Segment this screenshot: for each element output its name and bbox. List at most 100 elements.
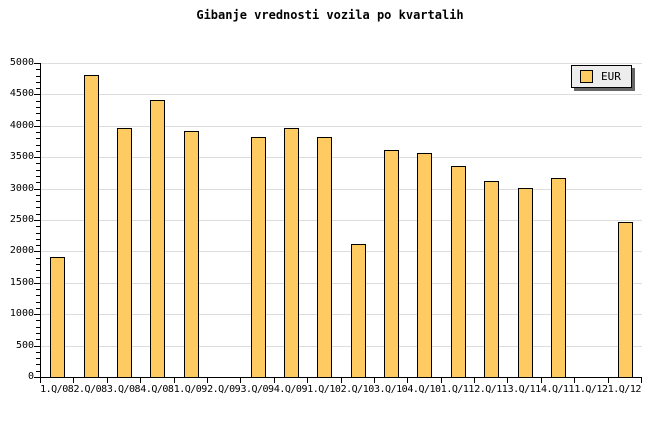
x-axis-tick: [140, 378, 142, 383]
y-axis-tick-label: 1500: [9, 276, 34, 288]
y-axis-minor-tick: [36, 106, 40, 108]
x-axis-tick: [307, 378, 309, 383]
x-axis-tick: [173, 378, 175, 383]
x-axis-tick-label: 3.Q/09: [240, 384, 274, 395]
x-axis-tick: [373, 378, 375, 383]
gridline: [41, 251, 642, 253]
x-axis-tick-label: 1.Q/12: [607, 384, 642, 395]
x-axis-tick-label: 1.Q/09: [173, 384, 208, 395]
y-axis-major-tick: [34, 125, 40, 127]
y-axis-minor-tick: [36, 138, 40, 140]
y-axis-major-tick: [34, 345, 40, 347]
x-axis-tick-label: 3.Q/11: [507, 384, 542, 395]
y-axis-major-tick: [34, 377, 40, 378]
x-axis-tick-label: 4.Q/08: [140, 384, 174, 395]
y-axis-major-tick: [34, 314, 40, 316]
bar: [116, 127, 132, 377]
x-axis-tick: [106, 378, 108, 383]
gridline: [41, 125, 642, 127]
y-axis-minor-tick: [36, 226, 40, 228]
y-axis-minor-tick: [36, 257, 40, 259]
bar: [450, 165, 466, 377]
y-axis-minor-tick: [36, 326, 40, 328]
y-axis-minor-tick: [36, 100, 40, 102]
y-axis-minor-tick: [36, 119, 40, 121]
x-axis-tick-label: 1.Q/10: [307, 384, 341, 395]
y-axis-major-tick: [34, 251, 40, 253]
bar: [183, 131, 199, 377]
x-axis-tick: [507, 378, 509, 383]
y-axis-minor-tick: [36, 207, 40, 209]
x-axis-tick: [574, 378, 576, 383]
gridline: [41, 94, 642, 96]
gridline: [41, 282, 642, 284]
y-axis-minor-tick: [36, 270, 40, 272]
y-axis-minor-tick: [36, 194, 40, 196]
y-axis-minor-tick: [36, 69, 40, 71]
y-axis-minor-tick: [36, 176, 40, 178]
y-axis-tick-label: 3000: [9, 182, 34, 194]
y-axis-tick-label: 2500: [9, 214, 34, 225]
y-axis-minor-tick: [36, 88, 40, 90]
x-axis-tick-label: 1.Q/08: [40, 384, 74, 395]
y-axis-minor-tick: [36, 144, 40, 146]
x-axis-tick: [340, 378, 342, 383]
y-axis-minor-tick: [36, 289, 40, 291]
bar: [283, 127, 299, 377]
x-axis-tick: [73, 378, 75, 383]
y-axis-minor-tick: [36, 307, 40, 309]
y-axis-minor-tick: [36, 276, 40, 278]
bar: [551, 178, 567, 377]
bar: [617, 222, 633, 377]
y-axis-tick-label: 4000: [9, 119, 34, 131]
bar: [384, 149, 400, 377]
gridline: [41, 188, 642, 190]
y-axis-tick-label: 3500: [9, 151, 34, 163]
y-axis-minor-tick: [36, 169, 40, 171]
bar: [350, 244, 366, 377]
x-axis-tick: [607, 378, 609, 383]
y-axis-tick-label: 2000: [9, 245, 34, 257]
x-axis-tick-label: 2.Q/10: [340, 384, 375, 395]
y-axis-minor-tick: [36, 150, 40, 152]
gridline: [41, 220, 642, 221]
gridline: [41, 63, 642, 64]
x-axis-tick-label: 2.Q/11: [474, 384, 508, 395]
y-axis-minor-tick: [36, 132, 40, 134]
x-axis-tick: [407, 378, 409, 383]
y-axis-minor-tick: [36, 295, 40, 297]
y-axis-minor-tick: [36, 320, 40, 322]
y-axis-minor-tick: [36, 358, 40, 360]
chart-title: Gibanje vrednosti vozila po kvartalih: [196, 8, 464, 22]
y-axis-minor-tick: [36, 364, 40, 366]
y-axis-minor-tick: [36, 301, 40, 303]
x-axis-tick: [540, 378, 542, 383]
bar: [50, 256, 66, 377]
x-axis-tick: [440, 378, 442, 383]
legend: EUR: [571, 65, 632, 88]
plot-area: [40, 63, 642, 378]
x-axis-tick-label: 2.Q/09: [207, 384, 241, 395]
gridline: [41, 345, 642, 347]
x-axis-tick-label: 4.Q/10: [407, 384, 441, 395]
bar: [484, 181, 500, 377]
y-axis-minor-tick: [36, 81, 40, 83]
gridline: [41, 157, 642, 159]
y-axis-minor-tick: [36, 113, 40, 115]
x-axis-tick: [40, 378, 41, 383]
x-axis-tick: [474, 378, 476, 383]
y-axis-minor-tick: [36, 263, 40, 265]
y-axis-tick-label: 4500: [9, 88, 34, 100]
y-axis-minor-tick: [36, 182, 40, 184]
y-axis-tick-label: 1000: [9, 308, 34, 320]
y-axis-major-tick: [34, 188, 40, 190]
y-axis-tick-label: 5000: [9, 57, 34, 68]
x-axis-tick-label: 2.Q/08: [73, 384, 108, 395]
y-axis-tick-label: 500: [15, 339, 34, 351]
x-axis-tick-label: 3.Q/08: [106, 384, 141, 395]
bar: [150, 99, 166, 377]
y-axis-minor-tick: [36, 339, 40, 341]
y-axis-minor-tick: [36, 232, 40, 234]
bar: [83, 74, 99, 377]
y-axis-major-tick: [34, 63, 40, 64]
